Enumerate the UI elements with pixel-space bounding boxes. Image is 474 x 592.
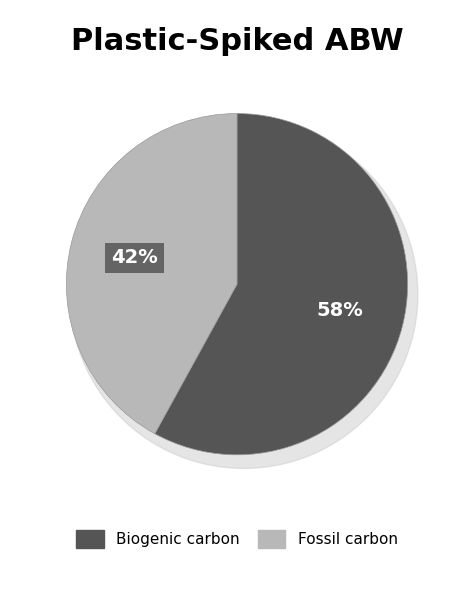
- Legend: Biogenic carbon, Fossil carbon: Biogenic carbon, Fossil carbon: [70, 524, 404, 554]
- Title: Plastic-Spiked ABW: Plastic-Spiked ABW: [71, 27, 403, 56]
- Circle shape: [70, 120, 418, 468]
- Text: 42%: 42%: [111, 249, 158, 268]
- Text: 58%: 58%: [316, 301, 363, 320]
- Wedge shape: [155, 114, 408, 455]
- Wedge shape: [66, 114, 237, 434]
